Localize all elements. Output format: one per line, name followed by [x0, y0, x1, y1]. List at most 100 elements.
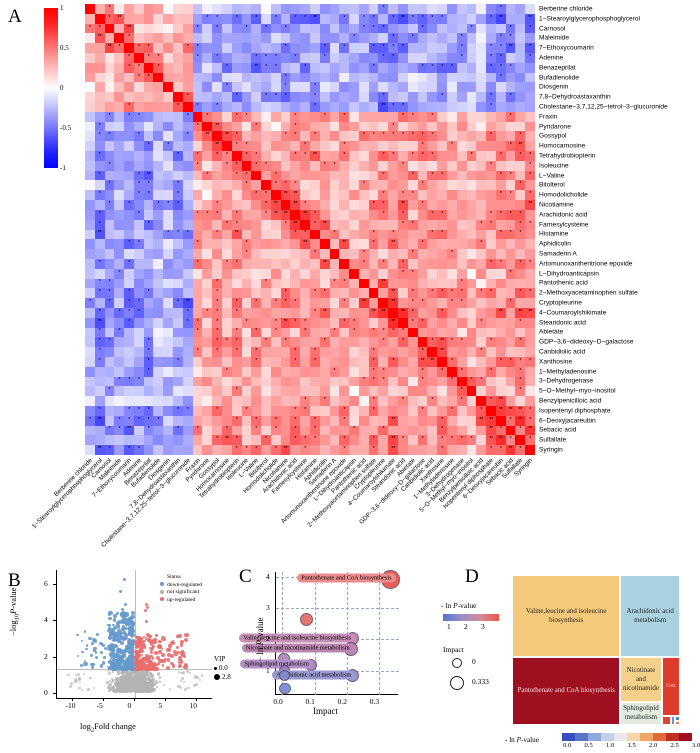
heatmap-cell	[104, 190, 115, 201]
treemap-cell[interactable]	[675, 716, 680, 721]
volcano-point	[130, 666, 133, 669]
significance-asterisk: *	[372, 446, 375, 453]
heatmap-cell	[358, 445, 369, 455]
heatmap-cell: *	[143, 288, 154, 299]
significance-asterisk: *	[196, 152, 199, 159]
pathway-point[interactable]	[278, 670, 290, 682]
treemap-cell[interactable]: Gm	[661, 656, 680, 716]
significance-asterisk: **	[97, 34, 102, 41]
volcano-legend-item[interactable]: up-regulated	[160, 597, 202, 605]
heatmap-cell	[163, 180, 174, 191]
significance-asterisk: *	[157, 201, 160, 208]
heatmap-cell	[133, 435, 144, 446]
heatmap-cell	[163, 160, 174, 171]
heatmap-cell	[446, 92, 457, 103]
treemap-cell[interactable]: Nicotinate and nicotinamide	[620, 656, 662, 702]
heatmap-cell: *	[368, 435, 379, 446]
heatmap-cell: *	[290, 121, 301, 132]
volcano-point	[116, 650, 121, 655]
heatmap-cell	[378, 347, 389, 357]
heatmap-cell	[525, 249, 535, 259]
heatmap-cell	[251, 337, 262, 348]
heatmap-cell: *	[427, 151, 438, 161]
heatmap-cell	[319, 239, 330, 250]
heatmap-cell	[173, 366, 183, 377]
heatmap-cell: *	[212, 151, 222, 161]
heatmap-cell	[476, 445, 487, 455]
heatmap-cell: *	[398, 209, 408, 220]
heatmap-cell: *	[241, 170, 252, 181]
panel-a-heatmap: A 1 0.5 0 -0.5 -1 * * * * ** * * * * * * * ** * * * * ** * * * * *…	[8, 4, 668, 549]
significance-asterisk: *	[294, 230, 297, 237]
heatmap-cell	[525, 337, 535, 348]
heatmap-cell: *	[407, 33, 418, 44]
heatmap-cell	[241, 33, 252, 44]
heatmap-cell	[173, 278, 183, 289]
significance-asterisk: **	[361, 299, 366, 306]
heatmap-cell: *	[378, 170, 389, 181]
pathway-point[interactable]	[300, 613, 313, 627]
heatmap-cell: *	[94, 307, 105, 318]
significance-asterisk: *	[313, 308, 316, 315]
significance-asterisk: *	[118, 328, 121, 335]
significance-asterisk: *	[333, 279, 336, 286]
heatmap-cell	[290, 160, 301, 171]
heatmap-cell	[241, 82, 252, 93]
treemap-cell[interactable]: Sphingolipid metabolism	[620, 701, 662, 725]
heatmap-cell	[104, 396, 115, 406]
heatmap-cell: **	[388, 239, 399, 250]
heatmap-cell	[85, 278, 95, 289]
heatmap-cell	[446, 13, 457, 24]
heatmap-cell: *	[417, 376, 428, 387]
pathway-point-label: Pantothenate and CoA biosynthesis	[297, 573, 396, 583]
heatmap-cell	[114, 121, 125, 132]
treemap-cell[interactable]	[670, 716, 676, 725]
significance-asterisk: *	[441, 210, 443, 217]
heatmap-cell	[329, 337, 340, 348]
significance-asterisk: *	[372, 357, 375, 364]
heatmap-cell	[163, 337, 174, 348]
heatmap-cell: *	[251, 190, 262, 201]
heatmap-cell: *	[300, 151, 310, 161]
pathway-point[interactable]	[279, 683, 291, 695]
heatmap-cell	[280, 151, 291, 161]
heatmap-cell	[212, 92, 222, 103]
heatmap-cell	[319, 170, 330, 181]
treemap-cell[interactable]	[675, 720, 680, 725]
heatmap-cell	[300, 298, 310, 308]
heatmap-cell	[143, 327, 154, 338]
volcano-legend-item[interactable]: down-regulated	[160, 582, 202, 590]
significance-asterisk: *	[480, 220, 483, 227]
heatmap-cell: *	[417, 239, 428, 250]
heatmap-cell: *	[486, 219, 496, 230]
heatmap-cell	[446, 415, 457, 426]
heatmap-cell: **	[280, 317, 291, 328]
significance-asterisk: *	[372, 377, 375, 384]
treemap-cell[interactable]: Valine,leucine and isoleucine biosynthes…	[512, 575, 621, 657]
treemap-cell[interactable]: Pantothenate and CoA biosynthesis	[512, 656, 621, 725]
heatmap-cell	[182, 33, 193, 44]
treemap-cell[interactable]: Arachidonic acid metabolism	[620, 575, 680, 657]
heatmap-cell	[270, 307, 281, 318]
heatmap-cell	[261, 131, 271, 142]
heatmap-cell: *	[133, 111, 144, 122]
heatmap-cell	[476, 72, 487, 83]
heatmap-cell	[398, 415, 408, 426]
volcano-legend-item[interactable]: not significant	[160, 589, 202, 597]
treemap-cell[interactable]	[661, 716, 671, 725]
heatmap-row-label: 7−Ethoxycoumarin	[539, 44, 594, 52]
heatmap-cell: *	[133, 405, 144, 416]
heatmap-cell: *	[417, 13, 428, 24]
volcano-point	[81, 650, 84, 654]
heatmap-cell	[505, 386, 516, 397]
treemap-colorbar-segment	[640, 733, 653, 741]
heatmap-cell: **	[143, 170, 154, 181]
heatmap-cell: *	[192, 327, 203, 338]
significance-asterisk: *	[313, 250, 316, 257]
heatmap-cell: *	[515, 317, 526, 328]
heatmap-cell	[251, 33, 262, 44]
heatmap-cell	[261, 102, 271, 112]
heatmap-cell: *	[476, 376, 487, 387]
heatmap-cell	[310, 386, 320, 397]
heatmap-cell: *	[192, 317, 203, 328]
